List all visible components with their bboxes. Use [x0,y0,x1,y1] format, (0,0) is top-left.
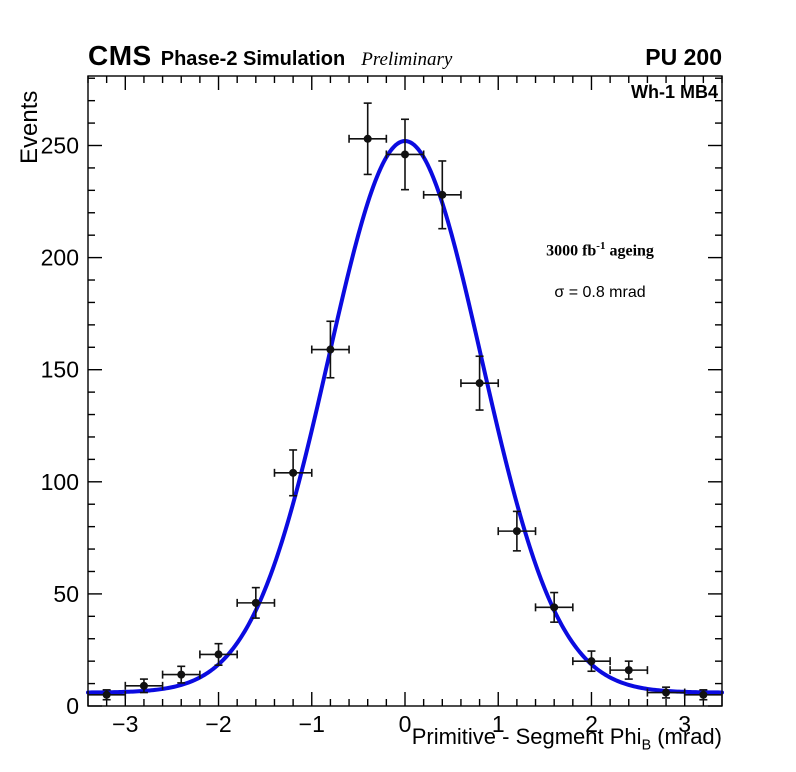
y-tick-label: 200 [41,245,79,271]
y-axis-title: Events [16,90,43,164]
data-point [251,598,260,607]
data-point [214,650,223,659]
data-point [363,134,372,143]
x-tick-label: −1 [299,711,325,737]
x-axis-title: Primitive - Segment PhiB (mrad) [412,724,722,753]
data-point [438,190,447,199]
data-point [550,603,559,612]
ageing-prefix: 3000 fb [546,242,597,260]
y-tick-label: 0 [66,693,79,719]
data-point [512,527,521,536]
data-point [624,666,633,675]
x-tick-label: 3 [678,711,691,737]
ageing-suffix: ageing [605,242,654,260]
x-tick-label: −3 [112,711,138,737]
preliminary-label: Preliminary [361,49,453,70]
data-point [587,657,596,666]
data-point [139,681,148,690]
region-label: Wh-1 MB4 [631,82,718,102]
x-axis-title-main: Primitive - Segment Phi [411,724,642,749]
data-point [177,670,186,679]
simulation-label: Phase-2 Simulation [160,48,346,70]
y-tick-label: 100 [41,469,79,495]
data-point [662,688,671,697]
data-point [326,345,335,354]
x-tick-label: 0 [399,711,412,737]
x-tick-label: 1 [492,711,505,737]
ageing-annotation: 3000 fb-1 ageing [515,240,685,260]
x-axis-title-sub: B [641,737,652,754]
pileup-label: PU 200 [645,44,722,70]
data-point [289,468,298,477]
fit-curve [86,139,724,695]
experiment-label: CMS [88,40,152,71]
data-point [102,690,111,699]
data-point [475,379,484,388]
x-tick-label: −2 [205,711,231,737]
header-row: CMS Phase-2 Simulation Preliminary [88,40,452,72]
data-point [401,150,409,159]
x-tick-label: 2 [585,711,598,737]
y-tick-label: 250 [41,133,79,159]
y-tick-label: 50 [53,581,79,607]
ageing-exponent: -1 [596,240,606,252]
sigma-annotation: σ = 0.8 mrad [554,284,646,301]
data-point [699,690,708,699]
y-tick-label: 150 [41,357,79,383]
x-axis-title-unit: (mrad) [651,724,722,749]
